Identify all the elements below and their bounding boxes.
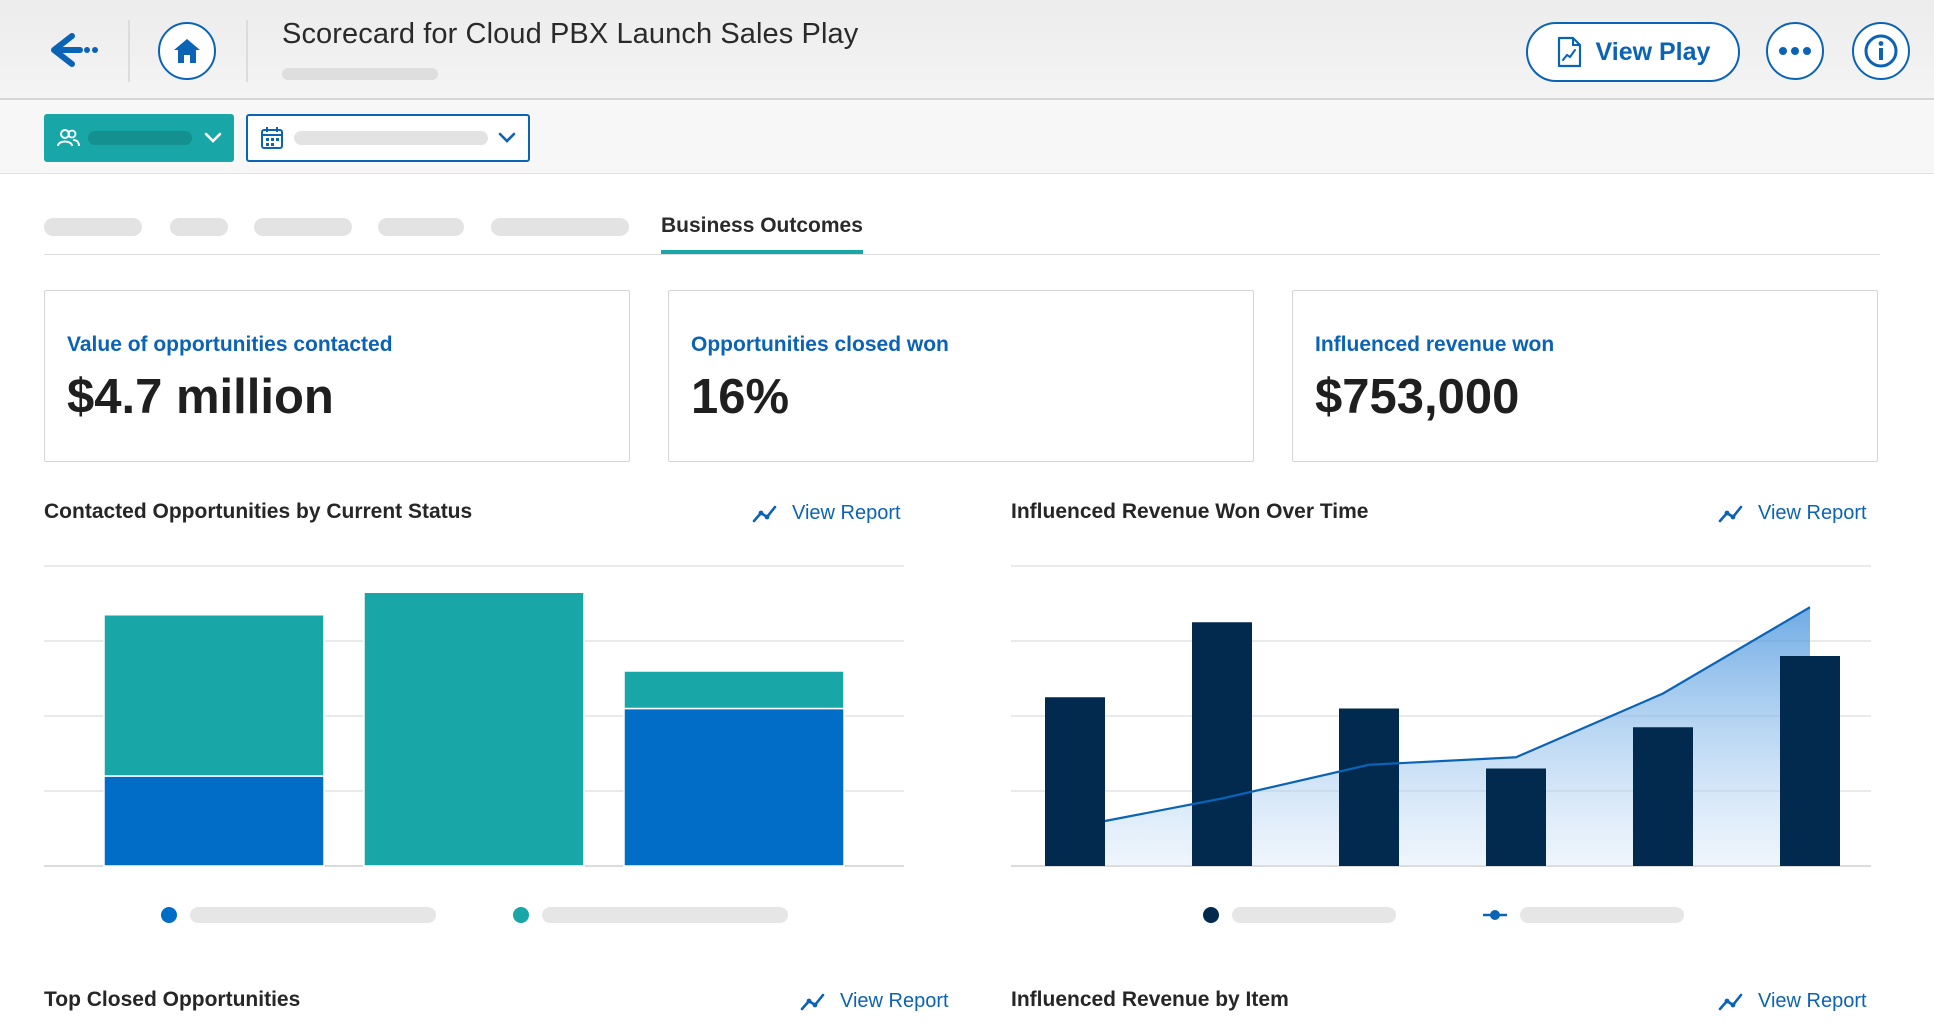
legend-dot-icon — [513, 907, 529, 923]
status-bar-chart — [44, 565, 904, 867]
kpi-card: Value of opportunities contacted $4.7 mi… — [44, 290, 630, 462]
bar-segment — [103, 775, 325, 867]
legend-dot-icon — [161, 907, 177, 923]
kpi-value: 16% — [691, 370, 790, 424]
bar-segment — [623, 670, 845, 710]
kpi-label: Influenced revenue won — [1315, 333, 1555, 356]
kpi-value: $4.7 million — [67, 370, 334, 424]
legend-label-placeholder — [1520, 907, 1684, 923]
view-play-label: View Play — [1595, 37, 1711, 66]
status-chart-title: Contacted Opportunities by Current Statu… — [44, 500, 473, 523]
view-report-link[interactable]: View Report — [1718, 990, 1867, 1013]
chevron-down-icon — [204, 132, 222, 143]
header-divider — [128, 20, 130, 82]
team-filter-placeholder — [88, 131, 192, 145]
series-line — [1104, 606, 1811, 823]
bar — [1045, 697, 1105, 866]
legend-label-placeholder — [190, 907, 436, 923]
tab-placeholder[interactable] — [44, 218, 142, 236]
back-arrow-icon — [51, 33, 98, 67]
view-report-link[interactable]: View Report — [1718, 502, 1867, 525]
tab-placeholder[interactable] — [254, 218, 352, 236]
legend-item — [1482, 906, 1684, 924]
chevron-down-icon — [498, 132, 516, 143]
legend-label-placeholder — [1232, 907, 1396, 923]
kpi-value: $753,000 — [1315, 370, 1520, 424]
tab-placeholder[interactable] — [170, 218, 228, 236]
bar — [1339, 708, 1399, 866]
tab-bar: Business Outcomes — [44, 210, 1880, 255]
view-report-label: View Report — [792, 502, 901, 524]
trend-line-icon — [1718, 505, 1743, 522]
view-report-label: View Report — [1758, 990, 1867, 1012]
document-chart-icon — [1557, 36, 1581, 68]
top-closed-title: Top Closed Opportunities — [44, 988, 301, 1011]
people-icon — [57, 129, 80, 147]
team-filter-dropdown[interactable] — [44, 114, 234, 162]
bar-segment — [623, 707, 845, 867]
subtitle-placeholder — [282, 68, 438, 80]
bar — [1192, 622, 1252, 866]
kpi-card: Influenced revenue won $753,000 — [1292, 290, 1878, 462]
legend-item — [512, 906, 788, 924]
more-options-button[interactable] — [1766, 22, 1824, 80]
revenue-chart-legend — [1202, 906, 1684, 924]
view-report-label: View Report — [1758, 502, 1867, 524]
view-play-button[interactable]: View Play — [1526, 22, 1740, 82]
view-report-link[interactable]: View Report — [752, 502, 901, 525]
by-item-title: Influenced Revenue by Item — [1011, 988, 1289, 1011]
calendar-icon — [261, 127, 283, 149]
view-report-label: View Report — [840, 990, 949, 1012]
tab-placeholder[interactable] — [491, 218, 629, 236]
bar — [1486, 768, 1546, 866]
legend-label-placeholder — [542, 907, 788, 923]
tab-placeholder[interactable] — [378, 218, 464, 236]
status-chart-legend — [160, 906, 788, 924]
bar-segment — [103, 614, 325, 777]
back-button[interactable] — [40, 22, 106, 78]
revenue-combo-chart — [1011, 565, 1871, 867]
revenue-chart-title: Influenced Revenue Won Over Time — [1011, 500, 1369, 523]
trend-line-icon — [752, 505, 777, 522]
trend-line-icon — [800, 993, 825, 1010]
kpi-label: Value of opportunities contacted — [67, 333, 393, 356]
view-report-link[interactable]: View Report — [800, 990, 949, 1013]
legend-item — [1202, 906, 1396, 924]
legend-item — [160, 906, 436, 924]
kpi-card: Opportunities closed won 16% — [668, 290, 1254, 462]
tab-business-outcomes[interactable]: Business Outcomes — [661, 214, 863, 254]
bar-segment — [363, 591, 585, 867]
trend-line-icon — [1718, 993, 1743, 1010]
header-divider — [246, 20, 248, 82]
home-button[interactable] — [158, 22, 216, 80]
page-title: Scorecard for Cloud PBX Launch Sales Pla… — [282, 18, 859, 50]
bar — [1633, 727, 1693, 866]
info-icon — [1864, 34, 1898, 68]
date-range-placeholder — [294, 131, 488, 145]
legend-dot-icon — [1203, 907, 1219, 923]
home-icon — [174, 39, 200, 63]
date-range-dropdown[interactable] — [246, 114, 530, 162]
info-button[interactable] — [1852, 22, 1910, 80]
legend-line-marker-icon — [1483, 910, 1507, 920]
ellipsis-icon — [1779, 47, 1811, 55]
kpi-label: Opportunities closed won — [691, 333, 949, 356]
filter-bar — [0, 100, 1934, 174]
page-header: Scorecard for Cloud PBX Launch Sales Pla… — [0, 0, 1934, 100]
bar — [1780, 656, 1840, 866]
